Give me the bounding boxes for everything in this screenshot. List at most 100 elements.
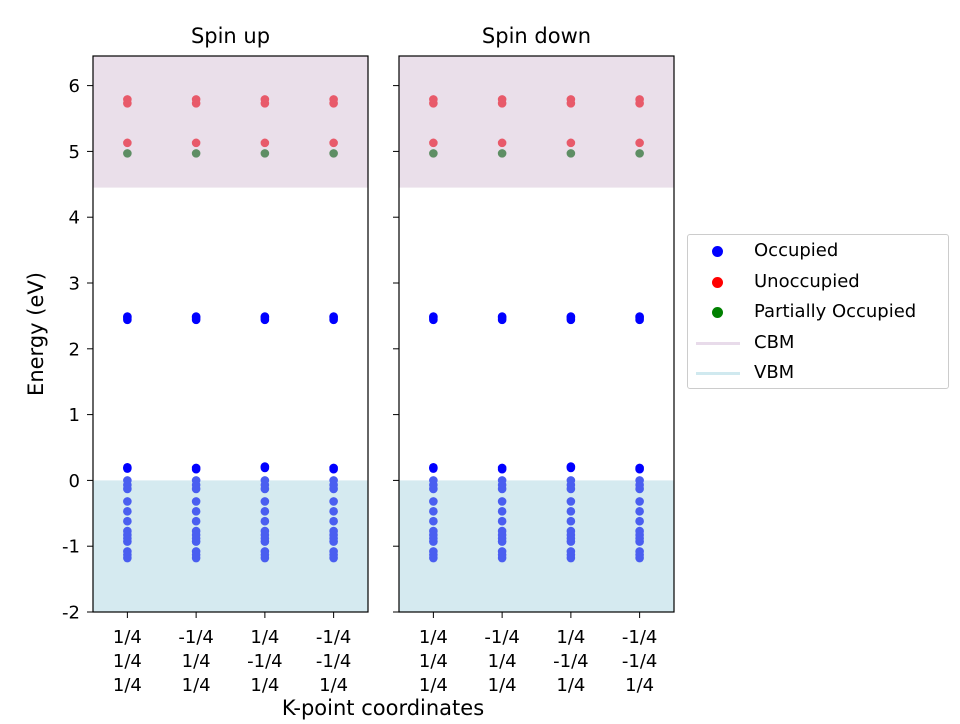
legend-label: Unoccupied [754,270,860,292]
data-point-occupied [329,463,338,473]
x-tick-label: 1/4 [488,675,517,696]
legend-label: Occupied [754,240,839,261]
x-tick-label: -1/4 [178,627,213,648]
data-point-occupied [566,507,576,516]
x-tick-label: 1/4 [250,627,279,648]
data-point-occupied [260,312,270,321]
data-point-unoccupied [497,138,507,148]
legend-line-icon [696,341,740,345]
data-point-occupied [123,516,132,526]
data-point-occupied [635,312,644,321]
data-point-occupied [329,497,338,506]
data-point-occupied [429,462,438,472]
data-point-partially-occupied [329,149,338,158]
data-point-occupied [566,497,576,506]
data-point-occupied [635,526,644,536]
y-tick-label: 3 [69,274,80,295]
y-tick-label: -1 [62,537,80,558]
x-tick-label: 1/4 [113,627,142,648]
x-tick-label: 1/4 [182,675,211,696]
data-point-partially-occupied [123,149,132,158]
x-tick-label: 1/4 [556,675,585,696]
data-point-occupied [260,526,270,536]
data-point-partially-occupied [260,149,270,158]
data-point-occupied [329,476,338,485]
data-point-occupied [429,526,438,536]
y-tick-label: 0 [69,471,80,492]
data-point-unoccupied [429,95,438,104]
data-point-occupied [260,507,270,516]
data-point-unoccupied [260,138,270,148]
data-point-occupied [329,516,338,526]
vbm-region [399,480,674,612]
panel-title: Spin down [482,24,591,48]
y-tick-label: 5 [69,142,80,163]
data-point-occupied [566,547,576,556]
x-tick-label: 1/4 [113,651,142,672]
data-point-occupied [329,312,338,321]
data-point-occupied [191,516,201,526]
data-point-occupied [635,516,644,526]
x-tick-label: 1/4 [319,675,348,696]
data-point-occupied [260,547,270,556]
data-point-partially-occupied [191,149,201,158]
x-tick-label: -1/4 [622,627,657,648]
data-point-occupied [329,507,338,516]
data-point-occupied [191,526,201,536]
data-point-occupied [497,507,507,516]
data-point-occupied [191,497,201,506]
legend-item-cbm: CBM [688,328,948,358]
x-tick-label: -1/4 [484,627,519,648]
legend-item-unoccupied: Unoccupied [688,267,948,297]
data-point-occupied [191,463,201,473]
data-point-occupied [191,312,201,321]
data-point-occupied [429,312,438,321]
y-tick-label: 4 [69,208,80,229]
legend-label: Partially Occupied [754,301,917,322]
data-point-occupied [260,516,270,526]
data-point-occupied [123,547,132,556]
x-tick-label: -1/4 [316,651,351,672]
data-point-occupied [566,516,576,526]
data-point-unoccupied [635,138,644,148]
data-point-unoccupied [329,95,338,104]
data-point-unoccupied [260,95,270,104]
data-point-occupied [429,497,438,506]
y-axis-label: Energy (eV) [24,272,48,396]
x-tick-label: -1/4 [622,651,657,672]
data-point-occupied [123,526,132,536]
data-point-occupied [260,497,270,506]
data-point-occupied [497,463,507,473]
data-point-partially-occupied [429,149,438,158]
data-point-occupied [635,507,644,516]
vbm-region [93,480,368,612]
x-tick-label: 1/4 [488,651,517,672]
data-point-unoccupied [123,95,132,104]
data-point-occupied [497,476,507,485]
data-point-occupied [635,476,644,485]
legend-item-partially-occupied: Partially Occupied [688,297,948,327]
x-tick-label: 1/4 [419,627,448,648]
cbm-region [93,56,368,188]
data-point-unoccupied [191,95,201,104]
x-tick-label: 1/4 [419,675,448,696]
y-tick-label: 2 [69,339,80,360]
x-tick-label: -1/4 [247,651,282,672]
x-tick-label: 1/4 [556,627,585,648]
data-point-unoccupied [329,138,338,148]
data-point-occupied [191,547,201,556]
data-point-occupied [497,312,507,321]
legend-line-icon [696,372,740,375]
x-axis-label: K-point coordinates [282,696,484,720]
legend-marker-icon [712,246,723,257]
legend-item-vbm: VBM [688,358,948,388]
data-point-unoccupied [497,95,507,104]
data-point-occupied [191,476,201,485]
data-point-occupied [260,462,270,471]
data-point-occupied [123,497,132,506]
data-point-occupied [566,476,576,485]
data-point-occupied [635,547,644,556]
x-tick-label: 1/4 [625,675,654,696]
x-tick-label: 1/4 [250,675,279,696]
x-tick-label: -1/4 [316,627,351,648]
